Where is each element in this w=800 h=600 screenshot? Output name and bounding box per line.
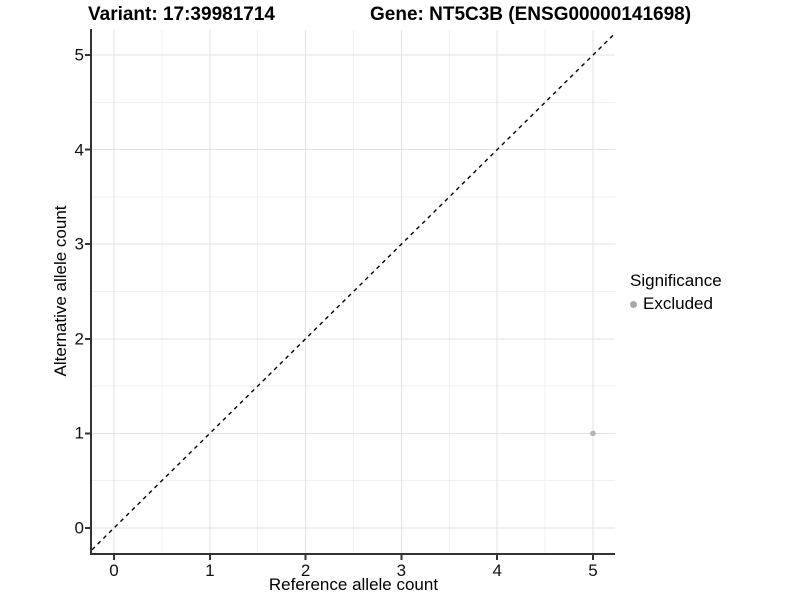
y-tick-label: 3 xyxy=(74,234,84,254)
x-tick-label: 3 xyxy=(396,561,407,580)
legend-item-excluded: Excluded xyxy=(630,294,722,314)
legend-item-label: Excluded xyxy=(643,294,713,313)
legend-point-swatch-icon xyxy=(630,300,637,308)
tick-marks xyxy=(85,54,594,560)
axis-lines xyxy=(90,29,615,555)
plot-panel xyxy=(85,29,616,560)
x-tick-label: 1 xyxy=(205,561,215,580)
x-axis-title: Reference allele count xyxy=(268,575,439,594)
y-tick-label: 1 xyxy=(74,423,84,443)
scatter-point xyxy=(590,430,596,437)
y-tick-label: 4 xyxy=(74,140,84,160)
grid-major xyxy=(92,30,615,553)
y-tick-label: 0 xyxy=(74,518,84,538)
legend-title: Significance xyxy=(630,271,722,290)
x-tick-label: 0 xyxy=(109,561,119,580)
y-tick-label: 2 xyxy=(74,329,84,349)
grid-minor xyxy=(92,30,615,553)
x-tick-label: 5 xyxy=(588,561,598,580)
gene-title: Gene: NT5C3B (ENSG00000141698) xyxy=(370,4,692,25)
data-points xyxy=(590,430,596,437)
y-axis-title: Alternative allele count xyxy=(51,205,70,377)
legend: Significance Excluded xyxy=(630,271,722,314)
identity-dashed-line xyxy=(91,32,616,551)
x-tick-label: 4 xyxy=(492,561,502,580)
identity-line xyxy=(91,32,616,551)
variant-title: Variant: 17:39981714 xyxy=(88,4,275,25)
y-tick-label: 5 xyxy=(74,45,84,65)
x-tick-label: 2 xyxy=(300,561,311,580)
